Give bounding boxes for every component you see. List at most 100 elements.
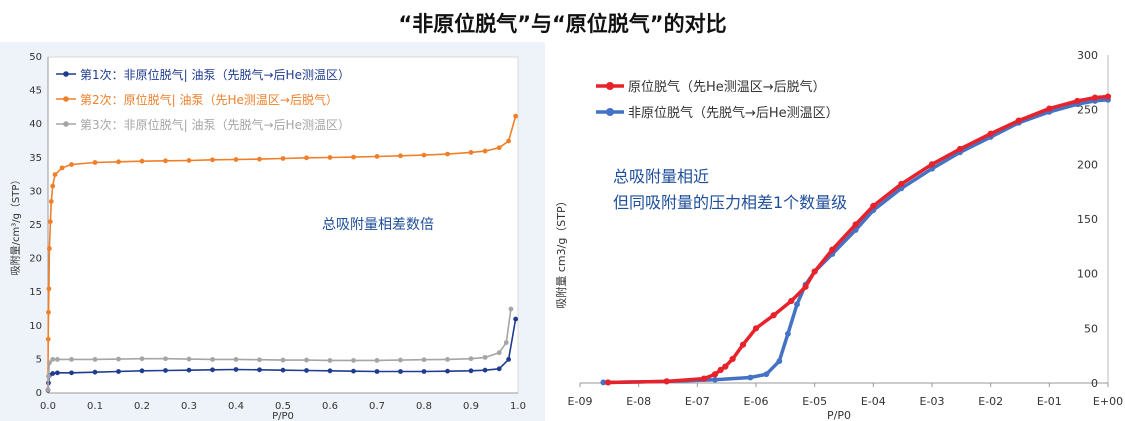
data-point xyxy=(233,357,239,362)
data-point xyxy=(711,371,719,378)
data-point xyxy=(747,374,754,381)
data-point xyxy=(257,357,262,363)
data-point xyxy=(257,367,262,373)
data-point xyxy=(69,370,74,376)
data-point xyxy=(45,336,51,342)
data-point xyxy=(421,357,427,363)
y-tick-label: 15 xyxy=(29,287,42,298)
data-point xyxy=(739,341,747,348)
legend-marker xyxy=(63,71,69,77)
x-axis-label: P/P0 xyxy=(272,411,294,421)
y-tick-label: 0 xyxy=(36,388,42,399)
data-point xyxy=(59,165,65,171)
x-tick-label: E-04 xyxy=(861,395,886,408)
legend-marker xyxy=(606,108,614,116)
y-tick-label: 45 xyxy=(29,86,42,97)
x-tick-label: 0.1 xyxy=(87,401,103,412)
data-point xyxy=(69,357,74,362)
data-point xyxy=(139,368,145,374)
data-point xyxy=(445,151,450,157)
data-point xyxy=(210,357,215,362)
data-point xyxy=(48,199,54,204)
data-point xyxy=(163,356,168,362)
data-point xyxy=(663,378,670,385)
data-point xyxy=(210,367,215,373)
x-tick-label: 0.8 xyxy=(416,401,432,412)
data-point xyxy=(496,350,502,356)
y-tick-label: 35 xyxy=(29,153,42,164)
data-point xyxy=(776,358,783,365)
data-point xyxy=(398,153,403,159)
data-point xyxy=(351,358,356,363)
legend-label: 第3次：非原位脱气| 油泵（先脱气→后He测温区） xyxy=(80,117,350,132)
x-tick-label: E-08 xyxy=(626,395,651,408)
y-tick-label: 50 xyxy=(29,52,42,63)
left-chart: 0.0 0.1 0.2 0.3 0.4 0.5 0.6 0.7 0.8 0.9 1.0 0 5 10 15 2… xyxy=(0,42,545,421)
data-point xyxy=(47,246,52,251)
data-point xyxy=(139,356,145,362)
y-tick-label: 50 xyxy=(1084,322,1098,335)
y-tick-label: 150 xyxy=(1077,213,1098,226)
data-point xyxy=(47,219,53,225)
x-tick-label: 0.2 xyxy=(134,401,150,412)
data-point xyxy=(280,156,286,161)
data-point xyxy=(811,268,818,275)
data-point xyxy=(445,357,450,362)
data-point xyxy=(785,330,791,337)
x-tick-label: E-05 xyxy=(802,395,827,408)
x-tick-label: 0.9 xyxy=(463,401,479,412)
data-point xyxy=(47,360,52,366)
data-point xyxy=(92,160,98,165)
data-point xyxy=(852,221,859,228)
legend-label: 原位脱气（先He测温区→后脱气） xyxy=(628,79,826,95)
data-point xyxy=(55,370,60,376)
data-point xyxy=(1046,105,1053,112)
data-point xyxy=(398,357,403,363)
data-point xyxy=(327,368,333,374)
data-point xyxy=(163,368,168,373)
data-point xyxy=(482,148,488,154)
data-point xyxy=(163,158,168,164)
data-point xyxy=(116,369,121,374)
data-point xyxy=(763,371,770,378)
data-point xyxy=(69,162,74,167)
data-point xyxy=(116,356,121,362)
y-tick-label: 5 xyxy=(36,354,42,365)
data-point xyxy=(55,357,60,362)
y-axis-label: 吸附量 cm3/g（STP） xyxy=(554,195,568,308)
data-point xyxy=(233,157,239,162)
series-line xyxy=(603,98,1109,385)
legend-label: 非原位脱气（先脱气→后He测温区） xyxy=(628,105,839,121)
data-point xyxy=(304,357,309,363)
data-point xyxy=(186,367,192,373)
y-tick-label: 0 xyxy=(1091,377,1098,390)
data-point xyxy=(210,157,215,163)
y-tick-label: 10 xyxy=(29,321,42,332)
annotation: 总吸附量相差数倍 xyxy=(322,217,434,233)
x-tick-label: 0.0 xyxy=(40,401,56,412)
data-point xyxy=(50,371,56,376)
legend-label: 第1次：非原位脱气| 油泵（先脱气→后He测温区） xyxy=(80,67,350,82)
data-point xyxy=(700,375,708,382)
data-point xyxy=(50,357,56,362)
x-tick-label: 0.3 xyxy=(181,401,197,412)
data-point xyxy=(870,202,877,209)
data-point xyxy=(829,246,836,253)
y-tick-label: 300 xyxy=(1077,49,1098,62)
data-point xyxy=(351,154,356,160)
data-point xyxy=(956,145,964,153)
data-point xyxy=(770,312,777,319)
x-tick-label: 0.5 xyxy=(275,401,291,412)
data-point xyxy=(398,369,403,374)
data-point xyxy=(468,368,474,374)
x-tick-label: E-07 xyxy=(685,395,710,408)
data-point xyxy=(794,301,800,308)
data-point xyxy=(280,367,286,373)
x-tick-label: E-09 xyxy=(568,395,593,408)
data-point xyxy=(508,306,514,312)
data-point xyxy=(1074,97,1081,105)
right-chart: E-09 E-08 E-07 E-06 E-05 E-04 E-03 E-02 E-01 E+00… xyxy=(554,49,1123,421)
data-point xyxy=(712,376,718,383)
data-point xyxy=(729,355,736,363)
data-point xyxy=(468,150,474,155)
